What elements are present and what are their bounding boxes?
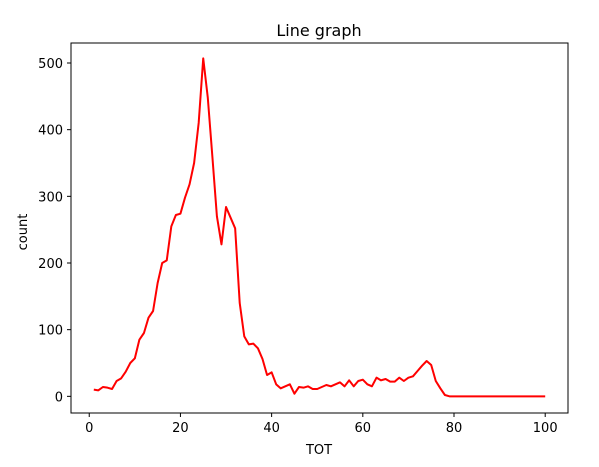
y-tick-label: 400 [38,124,63,139]
x-tick-label: 80 [446,421,463,436]
y-axis-label: count [16,214,31,251]
y-tick-label: 500 [38,57,63,72]
y-axis: 0 100 200 300 400 500 [38,57,71,405]
plot-area [93,57,546,398]
x-tick-label: 100 [533,421,558,436]
x-tick-label: 20 [172,421,189,436]
y-tick-label: 200 [38,257,63,272]
plot-frame [70,42,569,414]
x-tick-label: 60 [355,421,372,436]
y-tick-label: 300 [38,190,63,205]
x-tick-label: 40 [263,421,280,436]
y-tick-label: 100 [38,324,63,339]
chart-title: Line graph [276,21,361,40]
x-tick-label: 0 [85,421,93,436]
series-line [93,57,546,398]
x-axis-label: TOT [305,443,332,458]
y-tick-label: 0 [55,390,63,405]
x-axis: 0 20 40 60 80 100 [85,413,558,436]
